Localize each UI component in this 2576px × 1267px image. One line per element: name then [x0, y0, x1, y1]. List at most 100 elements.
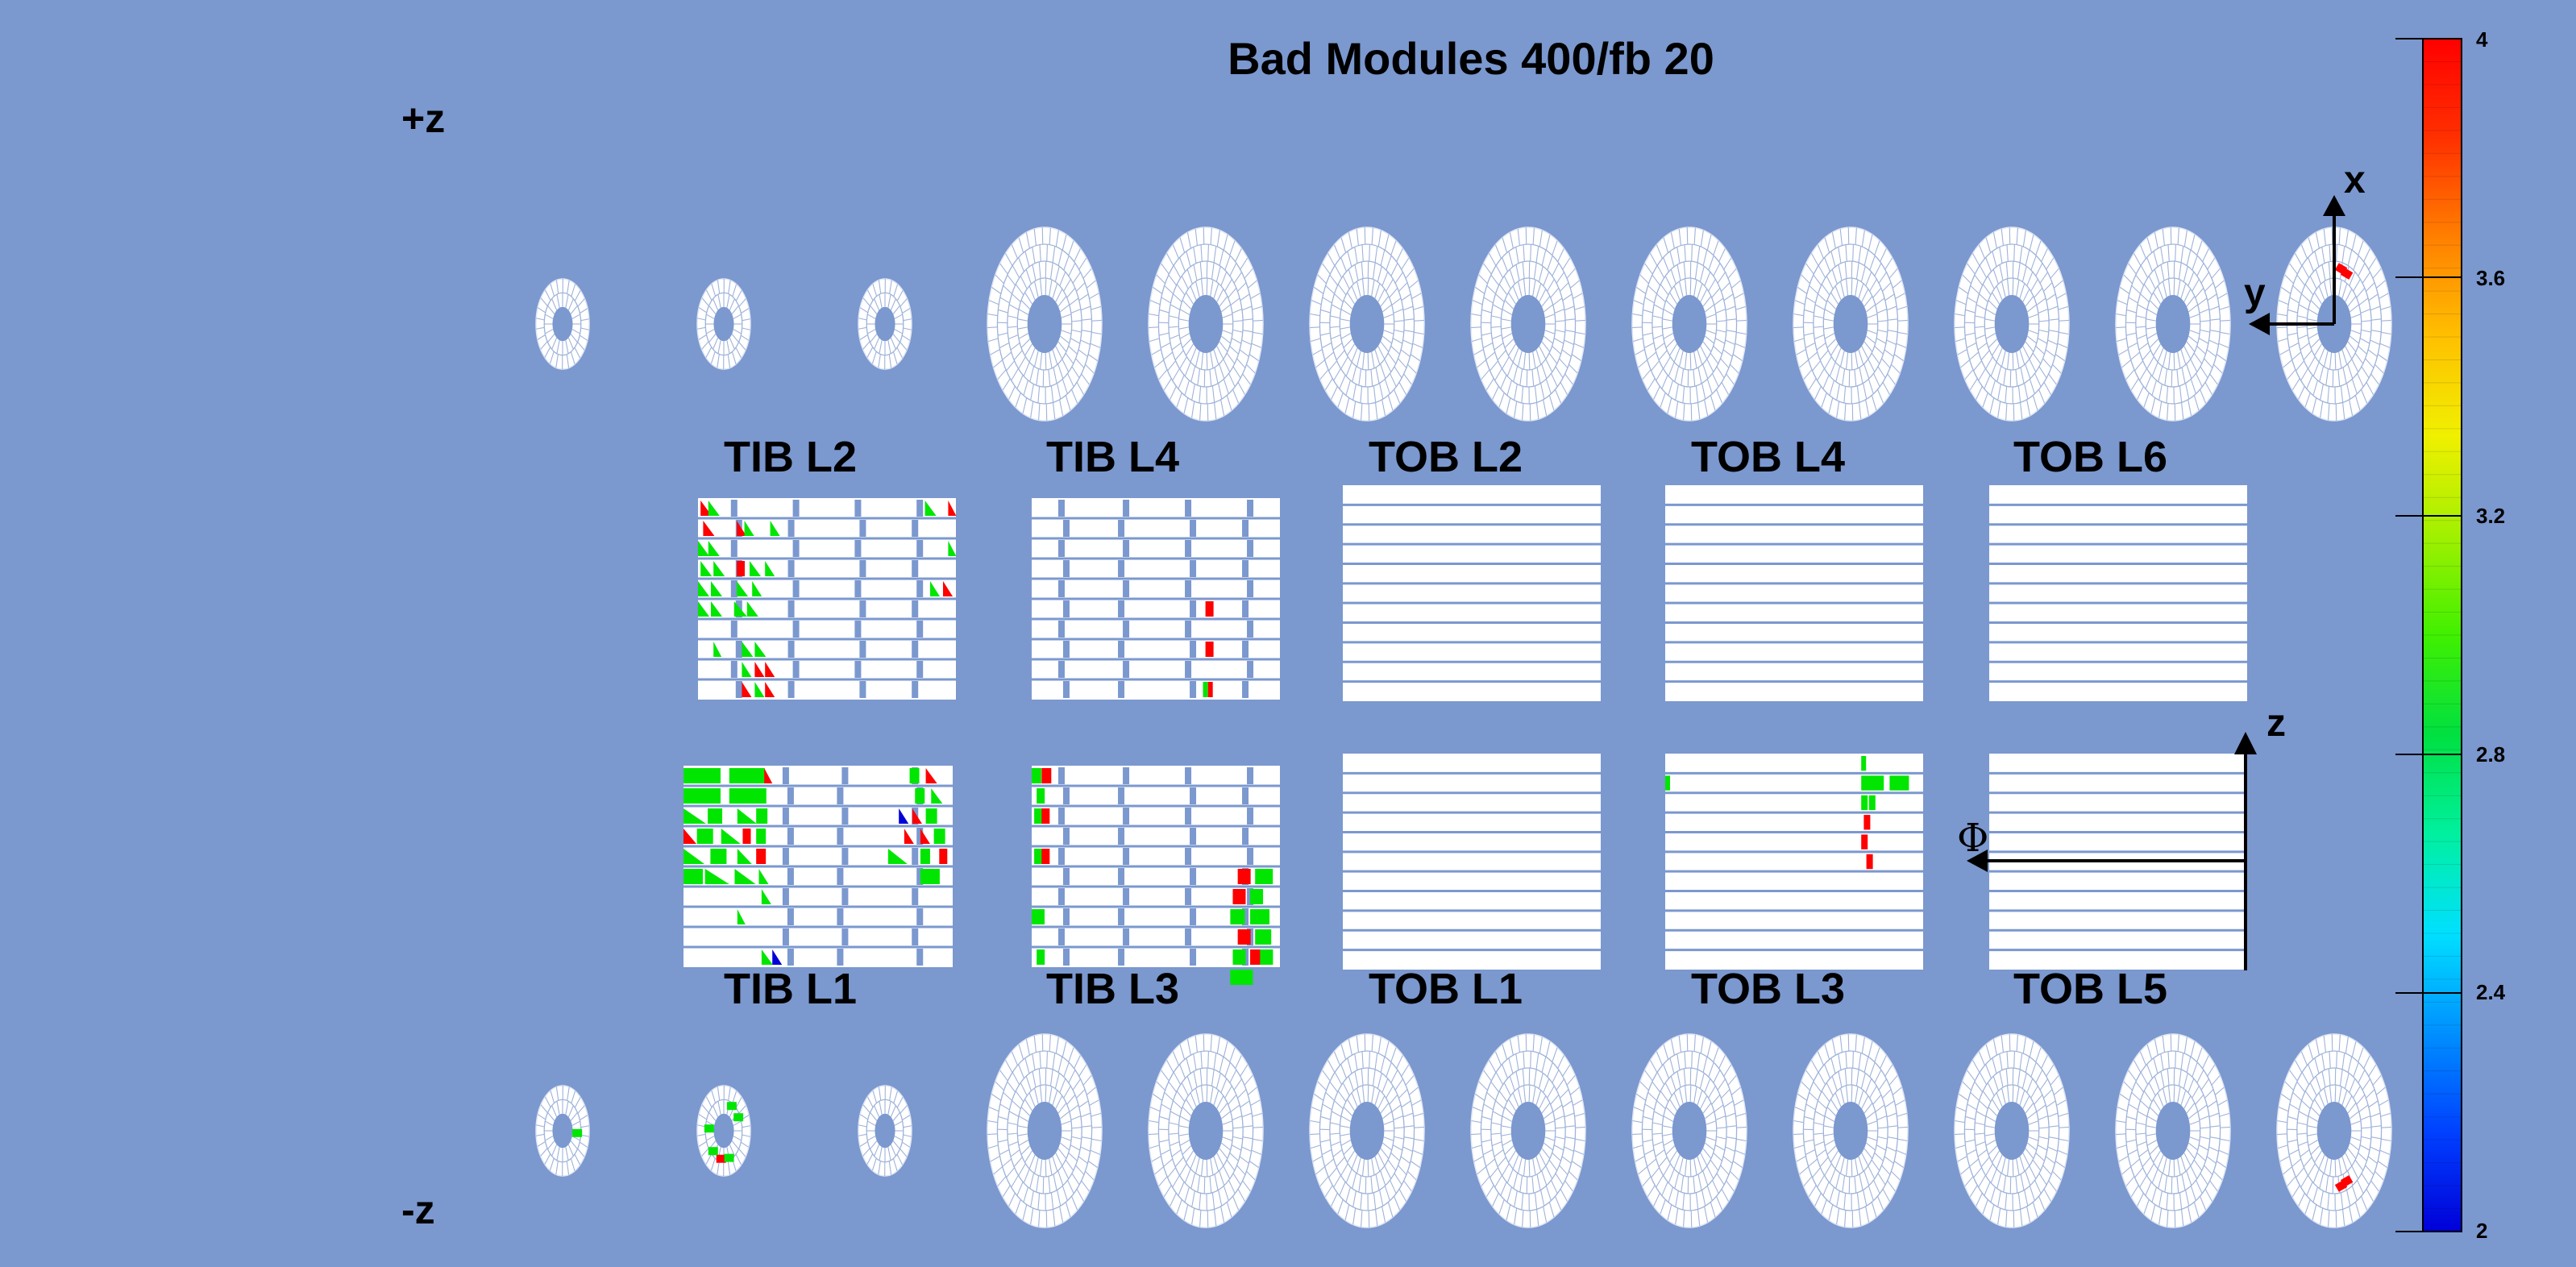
bad-module: [930, 581, 940, 596]
bad-module: [1250, 949, 1262, 965]
module-edge: [1163, 1185, 1172, 1198]
label-tob-l5: TOB L5: [2013, 965, 2168, 1013]
module-edge: [2029, 359, 2037, 372]
module-edge: [1669, 292, 1678, 305]
module-edge: [1471, 338, 1482, 343]
module-edge: [2350, 314, 2362, 318]
module-edge: [1957, 1156, 1967, 1162]
module-edge: [2370, 339, 2380, 345]
module-edge: [1831, 1039, 1836, 1056]
module-edge: [1867, 1120, 1878, 1125]
module-edge: [1356, 1157, 1361, 1174]
module-edge: [1370, 1176, 1373, 1194]
module-edge: [1191, 384, 1195, 401]
module-edge: [1482, 1149, 1494, 1156]
module-edge: [887, 1101, 891, 1115]
module-edge: [1967, 297, 1977, 304]
column-gap: [837, 828, 844, 845]
module-edge: [1220, 1111, 1231, 1120]
module-edge: [1374, 1090, 1381, 1106]
module-edge: [2190, 1165, 2198, 1179]
disk-hole: [552, 306, 573, 342]
module-edge: [879, 340, 883, 354]
module-edge: [1377, 1036, 1381, 1054]
module-edge: [1836, 384, 1840, 401]
module-edge: [1718, 1055, 1726, 1069]
bad-module: [729, 768, 765, 783]
module-edge: [1356, 228, 1359, 246]
module-edge: [731, 351, 737, 364]
module-edge: [2277, 338, 2288, 343]
module-edge: [1955, 1133, 1965, 1136]
module-edge: [1329, 1081, 1339, 1093]
module-edge: [1822, 1182, 1830, 1196]
module-edge: [1506, 1204, 1511, 1221]
module-edge: [1697, 283, 1703, 299]
module-edge: [2345, 289, 2353, 302]
module-edge: [2358, 1152, 2367, 1161]
module-edge: [1184, 1186, 1190, 1203]
module-edge: [1090, 1149, 1101, 1155]
module-edge: [1068, 1047, 1074, 1062]
ring-boundary: [1157, 1050, 1254, 1211]
module-edge: [1694, 1069, 1698, 1086]
module-edge: [544, 1153, 551, 1165]
disk-hole: [875, 306, 895, 342]
module-edge: [537, 334, 546, 340]
module-edge: [1556, 272, 1565, 284]
module-edge: [1074, 248, 1081, 262]
module-edge: [862, 1148, 870, 1157]
module-edge: [1569, 280, 1580, 289]
ring-boundary: [1641, 243, 1738, 405]
module-edge: [1149, 313, 1159, 317]
column-gap: [854, 621, 862, 638]
module-edge: [2208, 305, 2220, 311]
module-edge: [2166, 386, 2169, 404]
module-edge: [2370, 1180, 2379, 1192]
module-edge: [1314, 286, 1324, 294]
module-edge: [1076, 282, 1086, 292]
module-edge: [2362, 272, 2371, 284]
module-edge: [2360, 308, 2371, 314]
module-edge: [1360, 386, 1363, 404]
module-edge: [1242, 330, 1253, 333]
module-edge: [1548, 1202, 1555, 1218]
module-edge: [1663, 1140, 1674, 1146]
column-gap: [1185, 580, 1192, 597]
module-edge: [1381, 335, 1392, 344]
module-edge: [1843, 1193, 1847, 1211]
module-edge: [1414, 1138, 1424, 1142]
module-edge: [1697, 1090, 1703, 1106]
module-edge: [1881, 1165, 1891, 1175]
module-edge: [1652, 1132, 1663, 1135]
module-edge: [708, 305, 717, 314]
module-edge: [987, 1144, 999, 1149]
module-edge: [2146, 1044, 2153, 1060]
module-edge: [1352, 384, 1357, 401]
panel-body: [1665, 485, 1923, 701]
module-edge: [1708, 1086, 1716, 1099]
module-edge: [2318, 1154, 2325, 1169]
module-edge: [1345, 380, 1351, 396]
module-edge: [1992, 1099, 2001, 1111]
column-gap: [1242, 908, 1249, 925]
bad-module: [1041, 768, 1052, 783]
module-edge: [2196, 1152, 2206, 1161]
module-edge: [867, 1120, 876, 1126]
module-edge: [999, 1070, 1008, 1082]
module-edge: [1220, 1206, 1225, 1223]
module-edge: [1715, 1115, 1726, 1120]
module-edge: [1186, 1099, 1195, 1111]
module-edge: [902, 308, 911, 314]
module-edge: [2017, 1192, 2021, 1210]
module-edge: [571, 329, 580, 334]
module-edge: [540, 297, 548, 307]
module-edge: [1975, 315, 1985, 319]
module-edge: [540, 341, 548, 350]
module-edge: [1670, 232, 1675, 249]
module-edge: [1561, 1156, 1572, 1164]
module-edge: [1861, 230, 1865, 247]
module-edge: [1532, 351, 1536, 369]
module-edge: [1545, 379, 1552, 394]
module-edge: [2341, 246, 2345, 263]
